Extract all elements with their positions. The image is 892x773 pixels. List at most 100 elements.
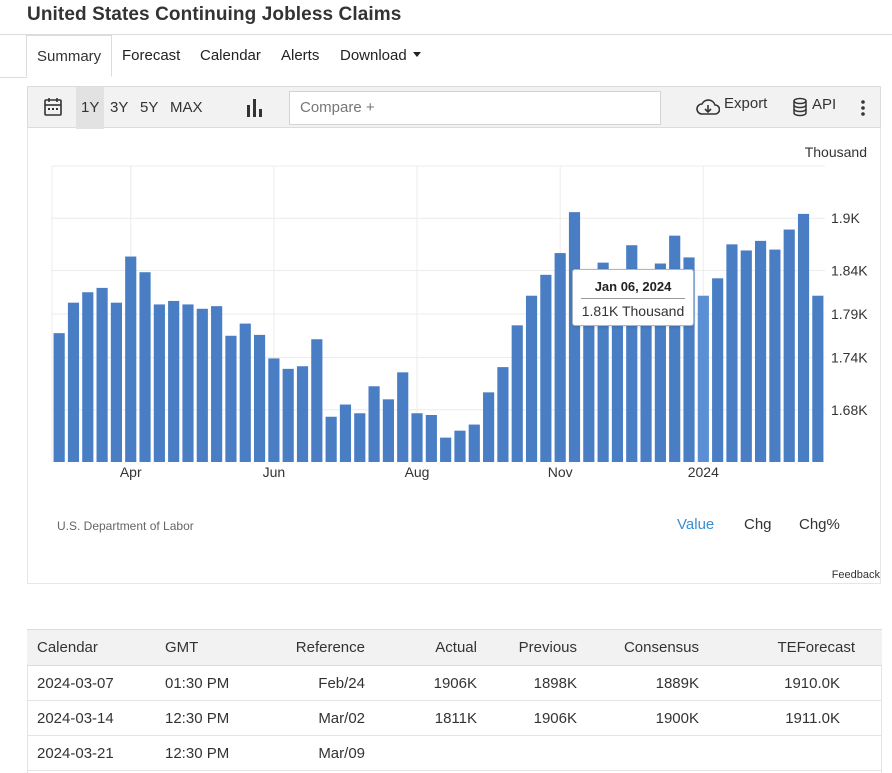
- cell-date: 2024-03-14: [27, 700, 165, 736]
- bar: [382, 399, 394, 462]
- bar: [139, 272, 151, 462]
- col-calendar: Calendar: [27, 629, 165, 666]
- bar: [483, 392, 495, 462]
- bar: [683, 257, 695, 462]
- tab-alerts[interactable]: Alerts: [281, 47, 320, 64]
- range-max[interactable]: MAX: [170, 99, 203, 116]
- bar: [597, 262, 609, 462]
- x-tick-label: Aug: [405, 464, 430, 480]
- bar: [540, 274, 552, 462]
- calendar-icon[interactable]: [43, 87, 63, 129]
- tab-summary[interactable]: Summary: [26, 35, 113, 77]
- cell-reference: Mar/09: [283, 735, 365, 771]
- bar: [726, 244, 738, 462]
- cell-actual: 1906K: [365, 665, 477, 701]
- bar: [225, 335, 237, 462]
- bar: [397, 372, 409, 462]
- bar: [196, 308, 208, 462]
- tooltip-date: Jan 06, 2024: [581, 279, 685, 299]
- bar: [640, 275, 652, 462]
- page-title: United States Continuing Jobless Claims: [27, 4, 402, 25]
- cell-consensus: 1900K: [577, 700, 699, 736]
- api-button[interactable]: API: [792, 87, 836, 129]
- bar: [339, 404, 352, 462]
- y-tick-label: 1.84K: [831, 262, 868, 278]
- export-button[interactable]: Export: [696, 87, 767, 129]
- cell-gmt: 12:30 PM: [165, 700, 283, 736]
- bar: [583, 272, 595, 462]
- range-1y[interactable]: 1Y: [76, 87, 105, 129]
- cell-reference: Feb/24: [283, 665, 365, 701]
- table-row: 2024-03-07 01:30 PM Feb/24 1906K 1898K 1…: [27, 665, 882, 701]
- bar: [654, 263, 666, 462]
- table-row: 2024-03-14 12:30 PM Mar/02 1811K 1906K 1…: [27, 700, 882, 736]
- cloud-download-icon: [696, 99, 721, 115]
- col-gmt: GMT: [165, 629, 283, 666]
- tab-bar: Summary Forecast Calendar Alerts Downloa…: [0, 35, 892, 77]
- col-previous: Previous: [477, 629, 577, 666]
- cell-reference: Mar/02: [283, 700, 365, 736]
- bar: [110, 302, 122, 462]
- bar: [282, 368, 294, 462]
- feedback-link[interactable]: Feedback: [831, 569, 880, 581]
- col-teforecast: TEForecast: [699, 629, 882, 666]
- cell-teforecast: [699, 735, 882, 771]
- bar: [268, 358, 280, 462]
- bar: [82, 292, 94, 462]
- x-tick-label: Jun: [263, 464, 286, 480]
- bar: [182, 304, 194, 462]
- cell-gmt: 12:30 PM: [165, 735, 283, 771]
- x-tick-label: 2024: [688, 464, 719, 480]
- bar: [712, 278, 724, 462]
- bar: [783, 229, 795, 462]
- bar: [797, 213, 810, 462]
- y-tick-label: 1.68K: [831, 402, 868, 418]
- y-tick-label: 1.9K: [831, 210, 860, 226]
- bar: [525, 295, 538, 462]
- database-icon: [793, 97, 807, 117]
- bar: [125, 256, 137, 462]
- bar: [296, 366, 309, 462]
- view-chg[interactable]: Chg: [744, 516, 772, 533]
- col-consensus: Consensus: [577, 629, 699, 666]
- bar: [468, 424, 480, 462]
- compare-input[interactable]: Compare +: [289, 91, 661, 125]
- bar: [568, 212, 581, 462]
- more-options-icon[interactable]: [860, 87, 866, 129]
- bar: [211, 306, 223, 462]
- tab-calendar[interactable]: Calendar: [200, 47, 261, 64]
- view-value[interactable]: Value: [677, 516, 715, 533]
- bar: [96, 287, 108, 462]
- table-row: 2024-03-21 12:30 PM Mar/09: [27, 735, 882, 771]
- cell-consensus: 1889K: [577, 665, 699, 701]
- cell-actual: 1811K: [365, 700, 477, 736]
- table-header-row: Calendar GMT Reference Actual Previous C…: [27, 629, 882, 666]
- range-3y[interactable]: 3Y: [110, 99, 129, 116]
- cell-previous: 1898K: [477, 665, 577, 701]
- view-chg-pct[interactable]: Chg%: [799, 516, 840, 533]
- bar: [626, 245, 638, 462]
- bar-chart-icon[interactable]: [246, 87, 264, 129]
- bar: [554, 253, 566, 462]
- bar: [440, 437, 452, 462]
- cell-date: 2024-03-07: [27, 665, 165, 701]
- tab-forecast[interactable]: Forecast: [122, 47, 181, 64]
- bar: [454, 430, 466, 462]
- export-label: Export: [724, 95, 768, 112]
- bar: [769, 249, 781, 462]
- cell-previous: [477, 735, 577, 771]
- x-tick-label: Nov: [548, 464, 573, 480]
- x-tick-label: Apr: [120, 464, 142, 480]
- tab-download[interactable]: Download: [340, 35, 421, 77]
- range-5y[interactable]: 5Y: [140, 99, 159, 116]
- calendar-table: Calendar GMT Reference Actual Previous C…: [27, 629, 882, 771]
- chevron-down-icon: [412, 52, 421, 57]
- tab-download-label: Download: [340, 47, 407, 64]
- y-tick-label: 1.79K: [831, 306, 868, 322]
- cell-date: 2024-03-21: [27, 735, 165, 771]
- chart-unit-label: Thousand: [804, 144, 867, 160]
- tab-divider: [0, 77, 27, 78]
- bar: [153, 304, 165, 462]
- data-source: U.S. Department of Labor: [57, 519, 194, 533]
- bar: [812, 295, 824, 462]
